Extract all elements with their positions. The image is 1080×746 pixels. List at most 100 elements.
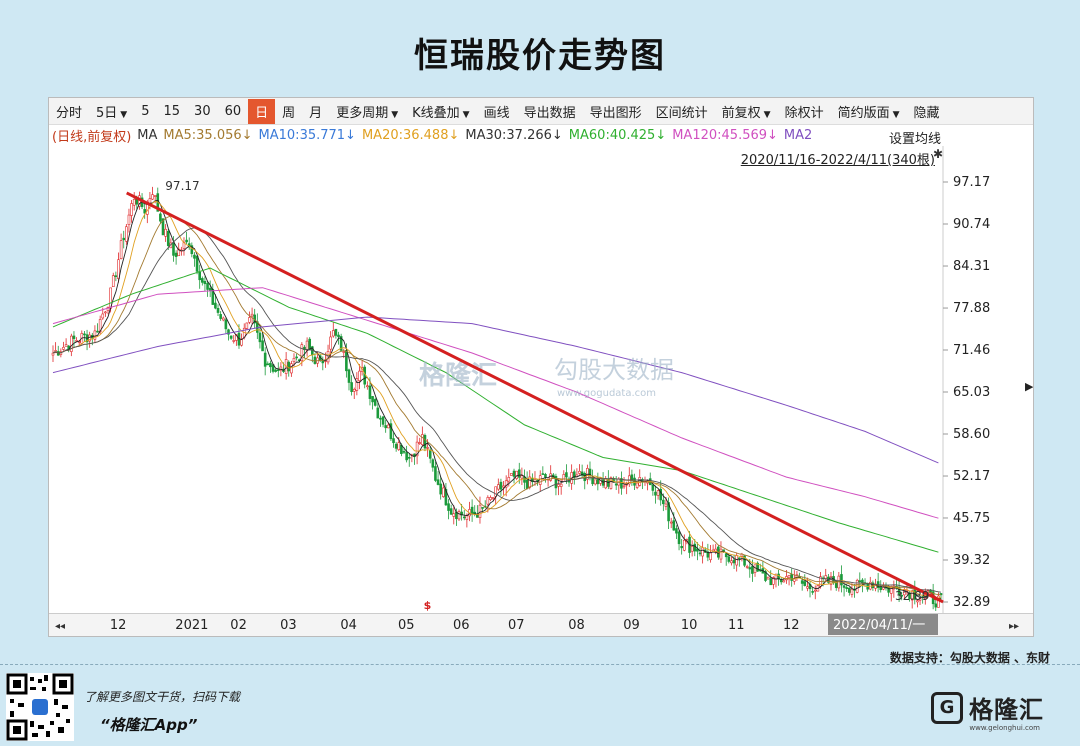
- y-tick-label: 71.46: [953, 343, 990, 358]
- watermark-brand: 格隆汇: [419, 360, 497, 391]
- x-tick-label: 08: [568, 618, 585, 633]
- candle-body: [934, 603, 938, 608]
- candle-body: [397, 442, 401, 450]
- candle-body: [787, 574, 791, 579]
- ex-rights-button[interactable]: 除权计: [784, 105, 824, 121]
- kline-overlay-label: K线叠加: [412, 105, 460, 121]
- candle-body: [622, 485, 626, 488]
- candle-body: [407, 457, 411, 459]
- tab-weekly[interactable]: 周: [282, 105, 296, 121]
- scroll-right-icon[interactable]: ▸▸: [1009, 621, 1019, 632]
- candle-body: [656, 490, 660, 496]
- candle-body: [206, 283, 209, 290]
- scroll-left-icon[interactable]: ◂◂: [55, 621, 65, 632]
- more-periods-menu[interactable]: 更多周期 ▼: [329, 102, 405, 121]
- ma10-line: [52, 200, 942, 599]
- candle-body: [258, 332, 262, 343]
- candle-body: [690, 546, 694, 552]
- candle-body: [263, 352, 267, 367]
- brand-url: www.gelonghui.com: [969, 724, 1040, 732]
- candle-body: [682, 539, 686, 551]
- candle-body: [447, 503, 450, 511]
- tab-30min[interactable]: 30: [194, 103, 211, 119]
- candle-body: [491, 497, 495, 499]
- candle-body: [580, 471, 584, 476]
- scan-prompt: 了解更多图文干货，扫码下载: [84, 690, 241, 704]
- data-source: 数据支持：勾股大数据 、东财: [889, 651, 1050, 665]
- export-chart-button[interactable]: 导出图形: [589, 105, 642, 121]
- candle-body: [227, 329, 230, 335]
- y-tick-label: 32.89: [953, 595, 990, 610]
- tab-60min[interactable]: 60: [224, 103, 242, 119]
- candle-body: [719, 548, 723, 560]
- candle-body: [738, 557, 741, 560]
- candle-body: [295, 356, 298, 359]
- candle-body: [337, 334, 340, 338]
- forward-adjust-menu[interactable]: 前复权 ▼: [715, 102, 778, 121]
- candle-body: [214, 302, 217, 309]
- candle-body: [381, 416, 385, 425]
- candle-body: [782, 580, 786, 583]
- tab-5day-label: 5日: [96, 105, 118, 121]
- candle-body: [439, 483, 442, 495]
- candle-body: [800, 580, 804, 584]
- candle-body: [572, 471, 576, 478]
- candle-body: [677, 531, 681, 545]
- legend-ma-label: MA: [137, 127, 158, 143]
- candle-body: [481, 507, 484, 509]
- simple-layout-menu[interactable]: 简约版面 ▼: [831, 102, 907, 121]
- chevron-down-icon: ▼: [763, 109, 771, 120]
- more-periods-label: 更多周期: [336, 105, 389, 121]
- candle-body: [143, 209, 146, 214]
- chevron-down-icon: ▼: [462, 109, 470, 120]
- pin-icon[interactable]: ✱: [932, 147, 943, 161]
- candle-body: [879, 586, 883, 591]
- candle-body: [730, 560, 733, 564]
- tab-monthly[interactable]: 月: [309, 105, 323, 121]
- candle-body: [352, 388, 356, 392]
- ma-settings-button[interactable]: 设置均线: [888, 128, 941, 147]
- candle-body: [350, 382, 353, 392]
- candle-body: [908, 592, 911, 599]
- candle-body: [593, 479, 597, 485]
- candle-body: [751, 566, 754, 574]
- simple-layout-label: 简约版面: [837, 105, 890, 121]
- tab-5min[interactable]: 5: [141, 103, 150, 119]
- candle-body: [507, 477, 511, 482]
- draw-line-button[interactable]: 画线: [483, 105, 510, 121]
- candle-body: [342, 351, 346, 353]
- price-plot[interactable]: 97.17 90.74 84.31 77.88 71.46 65.03 58.60 52.17…: [49, 98, 1033, 636]
- y-tick-label: 65.03: [953, 385, 990, 400]
- candle-body: [331, 330, 335, 337]
- candle-body: [287, 361, 291, 372]
- page-title: 恒瑞股价走势图: [414, 36, 666, 76]
- tab-daily[interactable]: 日: [248, 98, 276, 124]
- candle-body: [769, 578, 773, 586]
- tab-intraday[interactable]: 分时: [56, 105, 83, 121]
- hide-button[interactable]: 隐藏: [913, 105, 940, 121]
- candle-body: [334, 328, 338, 336]
- candle-body: [93, 330, 97, 340]
- candle-body: [544, 474, 547, 478]
- range-stats-button[interactable]: 区间统计: [655, 105, 708, 121]
- candle-body: [732, 559, 736, 564]
- kline-overlay-menu[interactable]: K线叠加 ▼: [405, 102, 476, 121]
- x-tick-label: 04: [340, 618, 357, 633]
- candle-body: [662, 499, 665, 505]
- candle-body: [421, 434, 424, 445]
- candle-body: [366, 385, 369, 388]
- candle-body: [405, 452, 408, 461]
- qr-code: [6, 673, 74, 741]
- x-tick-label: 06: [453, 618, 470, 633]
- candle-body: [669, 521, 673, 524]
- tab-15min[interactable]: 15: [163, 103, 181, 119]
- tab-5day[interactable]: 5日 ▼: [89, 102, 134, 121]
- y-tick-label: 58.60: [953, 427, 990, 442]
- candle-body: [609, 477, 613, 489]
- export-data-button[interactable]: 导出数据: [523, 105, 576, 121]
- candle-body: [559, 483, 563, 487]
- ma60-line: [52, 267, 939, 553]
- x-tick-label: 2021: [175, 618, 208, 633]
- candle-body: [557, 484, 560, 487]
- expand-right-icon: ▶: [1025, 380, 1033, 393]
